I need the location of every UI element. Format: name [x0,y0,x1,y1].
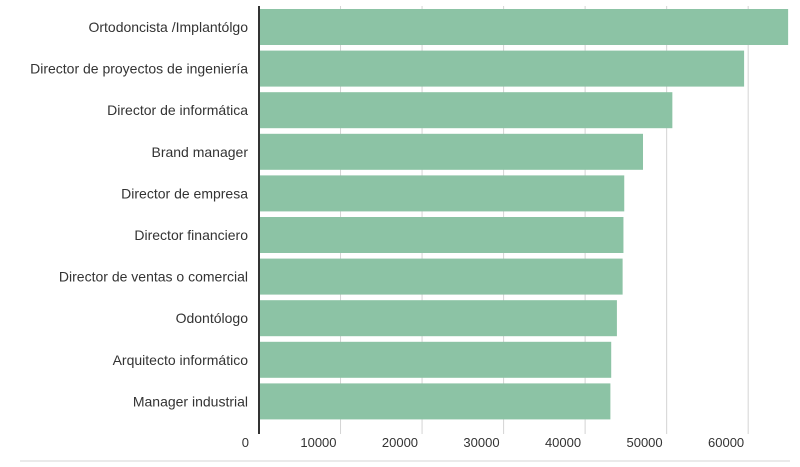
x-tick-labels: 0 10000 20000 30000 40000 50000 60000 [242,435,744,450]
category-label: Ortodoncista /Implantólgo [88,19,248,35]
x-tick-label: 10000 [300,435,336,450]
category-label: Director de ventas o comercial [59,269,248,285]
bar-2 [259,92,673,129]
bar-4 [259,175,625,212]
x-tick-label: 60000 [708,435,744,450]
category-label: Director de empresa [121,185,248,201]
category-label: Manager industrial [133,393,248,409]
category-label: Director de informática [107,102,248,118]
x-tick-label: 40000 [545,435,581,450]
bars [259,9,789,420]
bar-8 [259,341,612,378]
bar-7 [259,300,617,337]
category-label: Arquitecto informático [113,352,249,368]
bar-3 [259,133,644,170]
bar-6 [259,258,623,295]
bar-5 [259,217,624,253]
category-label: Brand manager [151,144,248,160]
x-tick-label: 20000 [382,435,418,450]
category-labels: Ortodoncista /Implantólgo Director de pro… [30,19,248,409]
bar-1 [259,50,745,87]
category-label: Director financiero [134,227,248,243]
bar-9 [259,383,611,420]
bar-0 [259,9,789,45]
category-label: Odontólogo [176,310,249,326]
x-tick-label: 30000 [463,435,499,450]
x-tick-label: 0 [242,435,249,450]
category-label: Director de proyectos de ingeniería [30,61,248,77]
x-tick-label: 50000 [626,435,662,450]
